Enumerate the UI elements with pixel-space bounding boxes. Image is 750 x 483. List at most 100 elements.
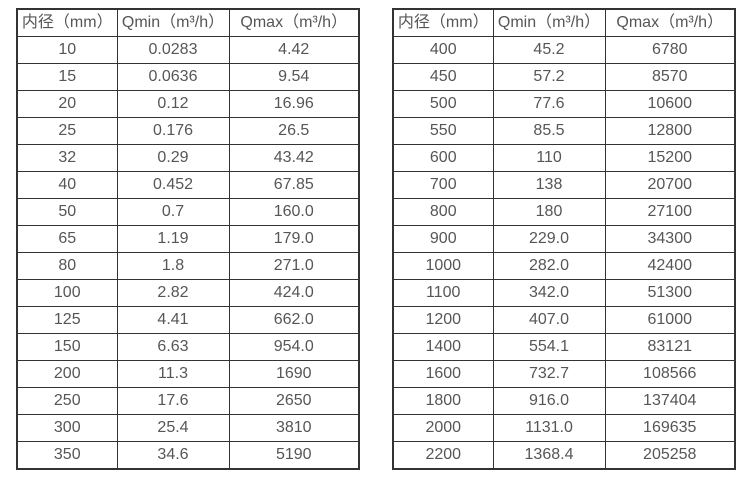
qmax-cell: 6780 (604, 36, 736, 64)
qmin-cell: 1.8 (116, 252, 230, 280)
qmax-cell: 26.5 (228, 117, 360, 145)
qmin-cell: 4.41 (116, 306, 230, 334)
qmax-cell: 108566 (604, 360, 736, 388)
table-row: 1000 282.0 42400 (392, 252, 736, 280)
qmin-cell: 0.12 (116, 90, 230, 118)
diameter-cell: 32 (16, 144, 118, 172)
table-row: 350 34.6 5190 (16, 441, 360, 470)
qmin-cell: 6.63 (116, 333, 230, 361)
table-row: 1100 342.0 51300 (392, 279, 736, 307)
qmin-cell: 0.176 (116, 117, 230, 145)
table-row: 2000 1131.0 169635 (392, 414, 736, 442)
table-row: 1800 916.0 137404 (392, 387, 736, 415)
qmin-cell: 34.6 (116, 441, 230, 470)
diameter-cell: 800 (392, 198, 494, 226)
qmax-cell: 271.0 (228, 252, 360, 280)
diameter-cell: 900 (392, 225, 494, 253)
qmin-cell: 57.2 (492, 63, 606, 91)
diameter-cell: 550 (392, 117, 494, 145)
qmax-cell: 16.96 (228, 90, 360, 118)
qmax-cell: 179.0 (228, 225, 360, 253)
qmin-cell: 138 (492, 171, 606, 199)
qmax-cell: 15200 (604, 144, 736, 172)
header-row: 内径（mm） Qmin（m³/h） Qmax（m³/h） (16, 8, 360, 37)
diameter-cell: 1000 (392, 252, 494, 280)
qmax-cell: 10600 (604, 90, 736, 118)
qmin-cell: 732.7 (492, 360, 606, 388)
qmax-cell: 954.0 (228, 333, 360, 361)
diameter-cell: 125 (16, 306, 118, 334)
qmin-cell: 0.29 (116, 144, 230, 172)
table-row: 40 0.452 67.85 (16, 171, 360, 199)
qmax-cell: 51300 (604, 279, 736, 307)
table-row: 450 57.2 8570 (392, 63, 736, 91)
diameter-cell: 25 (16, 117, 118, 145)
qmin-cell: 77.6 (492, 90, 606, 118)
table-row: 10 0.0283 4.42 (16, 36, 360, 64)
qmin-cell: 342.0 (492, 279, 606, 307)
qmax-cell: 83121 (604, 333, 736, 361)
qmin-cell: 0.0636 (116, 63, 230, 91)
diameter-cell: 2000 (392, 414, 494, 442)
diameter-cell: 50 (16, 198, 118, 226)
diameter-cell: 15 (16, 63, 118, 91)
qmin-cell: 229.0 (492, 225, 606, 253)
qmin-cell: 110 (492, 144, 606, 172)
qmin-cell: 0.0283 (116, 36, 230, 64)
column-header-qmin: Qmin（m³/h） (116, 8, 230, 37)
diameter-cell: 1200 (392, 306, 494, 334)
qmin-cell: 85.5 (492, 117, 606, 145)
qmax-cell: 4.42 (228, 36, 360, 64)
qmax-cell: 8570 (604, 63, 736, 91)
qmax-cell: 424.0 (228, 279, 360, 307)
table-row: 300 25.4 3810 (16, 414, 360, 442)
qmax-cell: 3810 (228, 414, 360, 442)
qmin-cell: 282.0 (492, 252, 606, 280)
column-header-qmax: Qmax（m³/h） (228, 8, 360, 37)
table-row: 100 2.82 424.0 (16, 279, 360, 307)
table-row: 25 0.176 26.5 (16, 117, 360, 145)
qmax-cell: 67.85 (228, 171, 360, 199)
table-row: 125 4.41 662.0 (16, 306, 360, 334)
qmin-cell: 1368.4 (492, 441, 606, 470)
diameter-cell: 200 (16, 360, 118, 388)
qmax-cell: 20700 (604, 171, 736, 199)
column-header-diameter: 内径（mm） (392, 8, 494, 37)
diameter-cell: 65 (16, 225, 118, 253)
diameter-cell: 1800 (392, 387, 494, 415)
qmax-cell: 662.0 (228, 306, 360, 334)
table-row: 65 1.19 179.0 (16, 225, 360, 253)
diameter-cell: 500 (392, 90, 494, 118)
table-row: 20 0.12 16.96 (16, 90, 360, 118)
qmin-cell: 45.2 (492, 36, 606, 64)
table-row: 550 85.5 12800 (392, 117, 736, 145)
qmin-cell: 17.6 (116, 387, 230, 415)
table-row: 1200 407.0 61000 (392, 306, 736, 334)
table-row: 32 0.29 43.42 (16, 144, 360, 172)
column-header-diameter: 内径（mm） (16, 8, 118, 37)
qmax-cell: 12800 (604, 117, 736, 145)
diameter-cell: 700 (392, 171, 494, 199)
table-row: 400 45.2 6780 (392, 36, 736, 64)
table-row: 600 110 15200 (392, 144, 736, 172)
table-row: 700 138 20700 (392, 171, 736, 199)
qmax-cell: 61000 (604, 306, 736, 334)
diameter-cell: 100 (16, 279, 118, 307)
diameter-cell: 80 (16, 252, 118, 280)
diameter-cell: 350 (16, 441, 118, 470)
qmax-cell: 27100 (604, 198, 736, 226)
table-row: 2200 1368.4 205258 (392, 441, 736, 470)
diameter-cell: 1600 (392, 360, 494, 388)
diameter-cell: 10 (16, 36, 118, 64)
diameter-cell: 450 (392, 63, 494, 91)
qmin-cell: 0.7 (116, 198, 230, 226)
table-row: 250 17.6 2650 (16, 387, 360, 415)
table-row: 1400 554.1 83121 (392, 333, 736, 361)
qmin-cell: 2.82 (116, 279, 230, 307)
qmin-cell: 554.1 (492, 333, 606, 361)
table-row: 50 0.7 160.0 (16, 198, 360, 226)
diameter-cell: 400 (392, 36, 494, 64)
qmin-cell: 180 (492, 198, 606, 226)
qmax-cell: 160.0 (228, 198, 360, 226)
diameter-cell: 2200 (392, 441, 494, 470)
